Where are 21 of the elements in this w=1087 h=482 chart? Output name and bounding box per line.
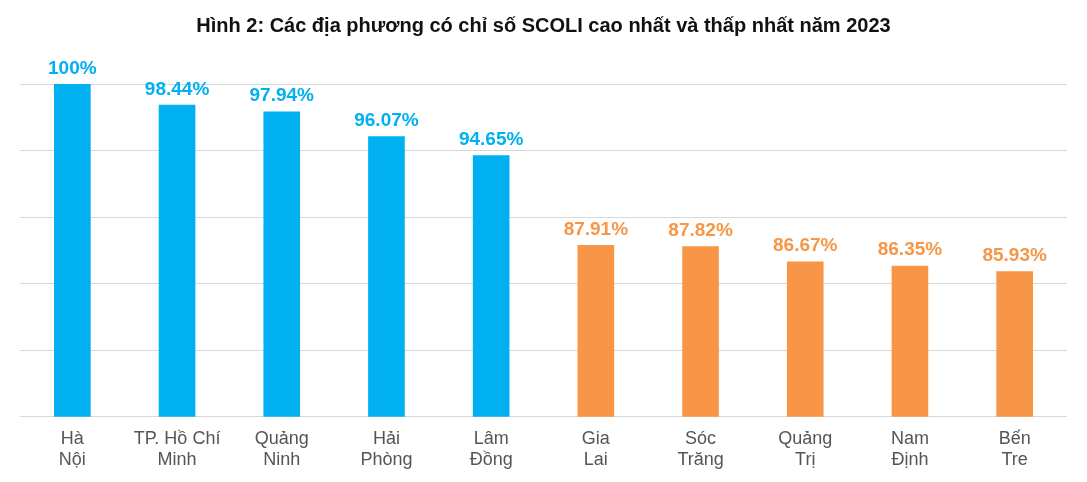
- data-label: 87.91%: [563, 217, 629, 239]
- x-tick-label: Sóc Trăng: [677, 427, 724, 470]
- x-tick-label: Quảng Ninh: [254, 427, 309, 470]
- data-label: 100%: [48, 56, 97, 78]
- data-label: 94.65%: [458, 127, 524, 149]
- x-tick-label: Nam Định: [890, 427, 929, 470]
- data-label: 87.82%: [668, 218, 733, 240]
- chart-title: Hình 2: Các địa phương có chỉ số SCOLI cao nhất và thấp nhất năm 2023: [195, 14, 892, 38]
- x-tick-label: TP. Hồ Chí Minh: [133, 427, 221, 470]
- data-label: 85.93%: [982, 244, 1047, 266]
- data-label: 86.67%: [773, 234, 838, 256]
- x-tick-label: Bến Tre: [998, 427, 1031, 470]
- x-tick-label: Gia Lai: [581, 427, 611, 470]
- data-label: 98.44%: [144, 77, 210, 99]
- x-tick-label: Hà Nội: [58, 427, 86, 470]
- data-label: 86.35%: [877, 238, 943, 260]
- x-tick-label: Lâm Đồng: [469, 427, 513, 470]
- data-label: 97.94%: [249, 84, 315, 106]
- x-tick-label: Quảng Trị: [778, 427, 833, 470]
- data-label: 96.07%: [354, 109, 419, 131]
- x-tick-label: Hải Phòng: [360, 427, 413, 470]
